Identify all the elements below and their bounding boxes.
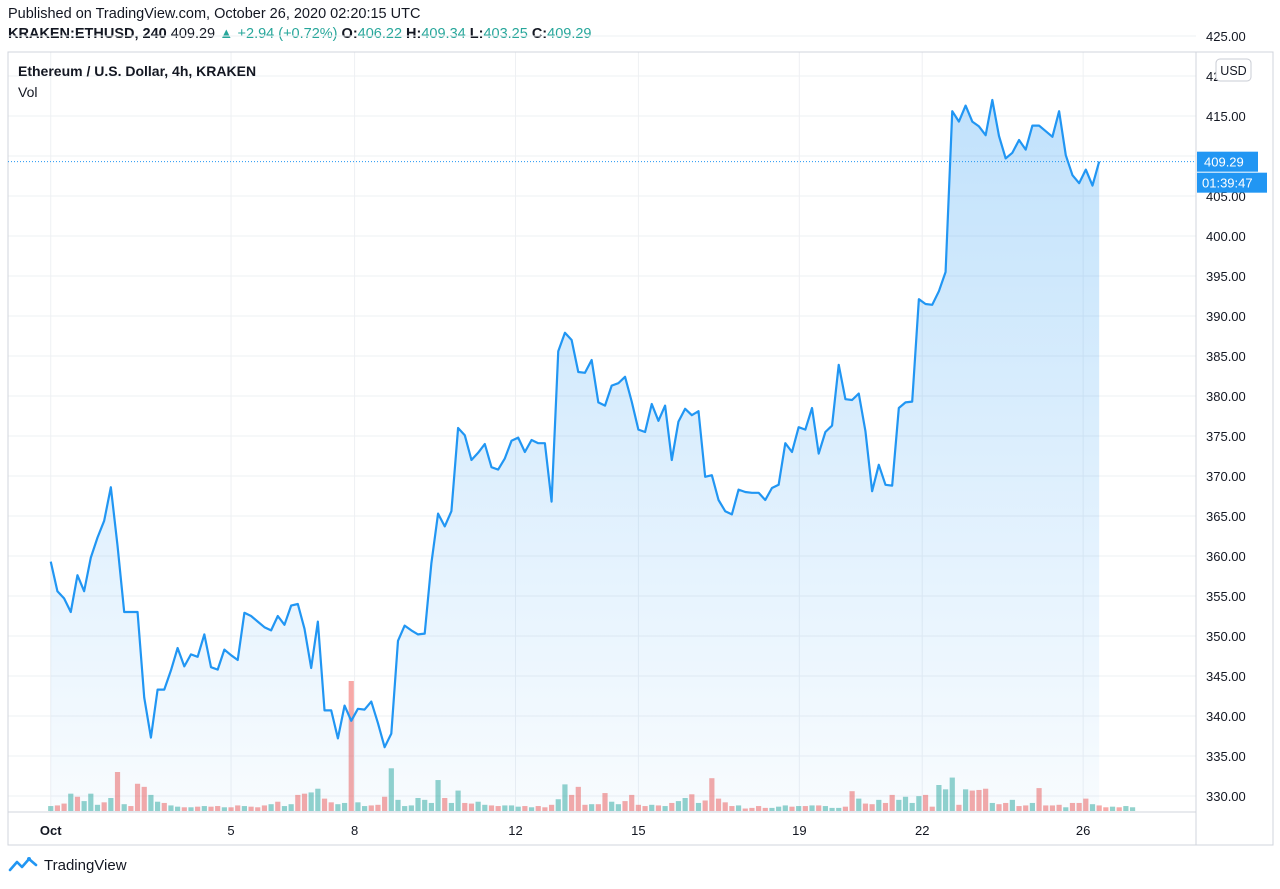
y-tick-label: 335.00 bbox=[1206, 749, 1246, 764]
currency-button-label[interactable]: USD bbox=[1220, 64, 1246, 78]
currency-button[interactable]: USD bbox=[1215, 58, 1252, 82]
published-caption: Published on TradingView.com, October 26… bbox=[8, 6, 421, 22]
x-tick-label: 19 bbox=[792, 823, 806, 838]
y-tick-label: 330.00 bbox=[1206, 789, 1246, 804]
open-value: 406.22 bbox=[357, 26, 403, 42]
legend-vol: Vol bbox=[18, 84, 37, 100]
symbol-label[interactable]: KRAKEN:ETHUSD, 240 bbox=[8, 26, 167, 42]
y-tick-label: 345.00 bbox=[1206, 669, 1246, 684]
legend-title: Ethereum / U.S. Dollar, 4h, KRAKEN bbox=[18, 63, 256, 79]
price-badges: 409.29 01:39:47 bbox=[1197, 151, 1267, 193]
y-tick-label: 380.00 bbox=[1206, 389, 1246, 404]
y-tick-label: 425.00 bbox=[1206, 29, 1246, 44]
tradingview-logo-icon bbox=[8, 857, 38, 872]
symbol-ohlc-bar: KRAKEN:ETHUSD, 240 409.29 ▲ +2.94 (+0.72… bbox=[8, 26, 592, 42]
close-value: 409.29 bbox=[547, 26, 592, 42]
y-tick-label: 395.00 bbox=[1206, 269, 1246, 284]
countdown-badge bbox=[1197, 172, 1267, 193]
last-price-badge bbox=[1197, 151, 1258, 172]
y-tick-label: 375.00 bbox=[1206, 429, 1246, 444]
y-tick-label: 370.00 bbox=[1206, 469, 1246, 484]
y-tick-label: 390.00 bbox=[1206, 309, 1246, 324]
volume-bar bbox=[1109, 806, 1116, 811]
volume-bar bbox=[48, 806, 54, 811]
volume-bar bbox=[1116, 807, 1122, 811]
x-tick-label: 5 bbox=[227, 823, 234, 838]
y-tick-label: 350.00 bbox=[1206, 629, 1246, 644]
x-tick-label: Oct bbox=[40, 823, 62, 838]
currency-button-box[interactable] bbox=[1215, 58, 1252, 82]
y-tick-label: 355.00 bbox=[1206, 589, 1246, 604]
y-tick-label: 405.00 bbox=[1206, 189, 1246, 204]
price-change: +2.94 (+0.72%) bbox=[237, 26, 338, 42]
price-series bbox=[49, 98, 1101, 812]
price-line bbox=[49, 98, 1101, 749]
volume-bar bbox=[1123, 806, 1129, 811]
tradingview-logo[interactable]: TradingView bbox=[8, 856, 127, 874]
open-label: O: bbox=[341, 26, 358, 42]
last-price-badge-label: 409.29 bbox=[1204, 155, 1244, 170]
y-tick-label: 415.00 bbox=[1206, 109, 1246, 124]
legend: Ethereum / U.S. Dollar, 4h, KRAKEN Vol bbox=[18, 63, 256, 100]
price-area bbox=[50, 100, 1100, 812]
low-label: L: bbox=[469, 26, 484, 42]
x-tick-label: 22 bbox=[915, 823, 929, 838]
x-tick-label: 8 bbox=[351, 823, 358, 838]
price-axis: 330.00 335.00 340.00 345.00 350.00 355.00 360.… bbox=[1206, 29, 1246, 804]
x-tick-label: 15 bbox=[631, 823, 645, 838]
time-axis: Oct 5 8 12 15 19 22 26 bbox=[40, 823, 1090, 838]
y-tick-label: 400.00 bbox=[1206, 229, 1246, 244]
volume-bar bbox=[1103, 807, 1109, 811]
close-label: C: bbox=[531, 26, 548, 42]
y-tick-label: 360.00 bbox=[1206, 549, 1246, 564]
x-tick-label: 12 bbox=[508, 823, 522, 838]
y-tick-label: 385.00 bbox=[1206, 349, 1246, 364]
x-tick-label: 26 bbox=[1076, 823, 1090, 838]
y-tick-label: 365.00 bbox=[1206, 509, 1246, 524]
tradingview-logo-text: TradingView bbox=[44, 856, 127, 874]
volume-bar bbox=[1096, 805, 1102, 811]
up-triangle-icon: ▲ bbox=[219, 26, 234, 42]
low-value: 403.25 bbox=[483, 26, 528, 42]
high-value: 409.34 bbox=[421, 26, 466, 42]
countdown-badge-label: 01:39:47 bbox=[1202, 176, 1253, 191]
volume-bar bbox=[1129, 807, 1136, 811]
high-label: H: bbox=[406, 26, 422, 42]
y-tick-label: 340.00 bbox=[1206, 709, 1246, 724]
chart-frame bbox=[7, 51, 1274, 846]
last-price: 409.29 bbox=[170, 26, 216, 42]
